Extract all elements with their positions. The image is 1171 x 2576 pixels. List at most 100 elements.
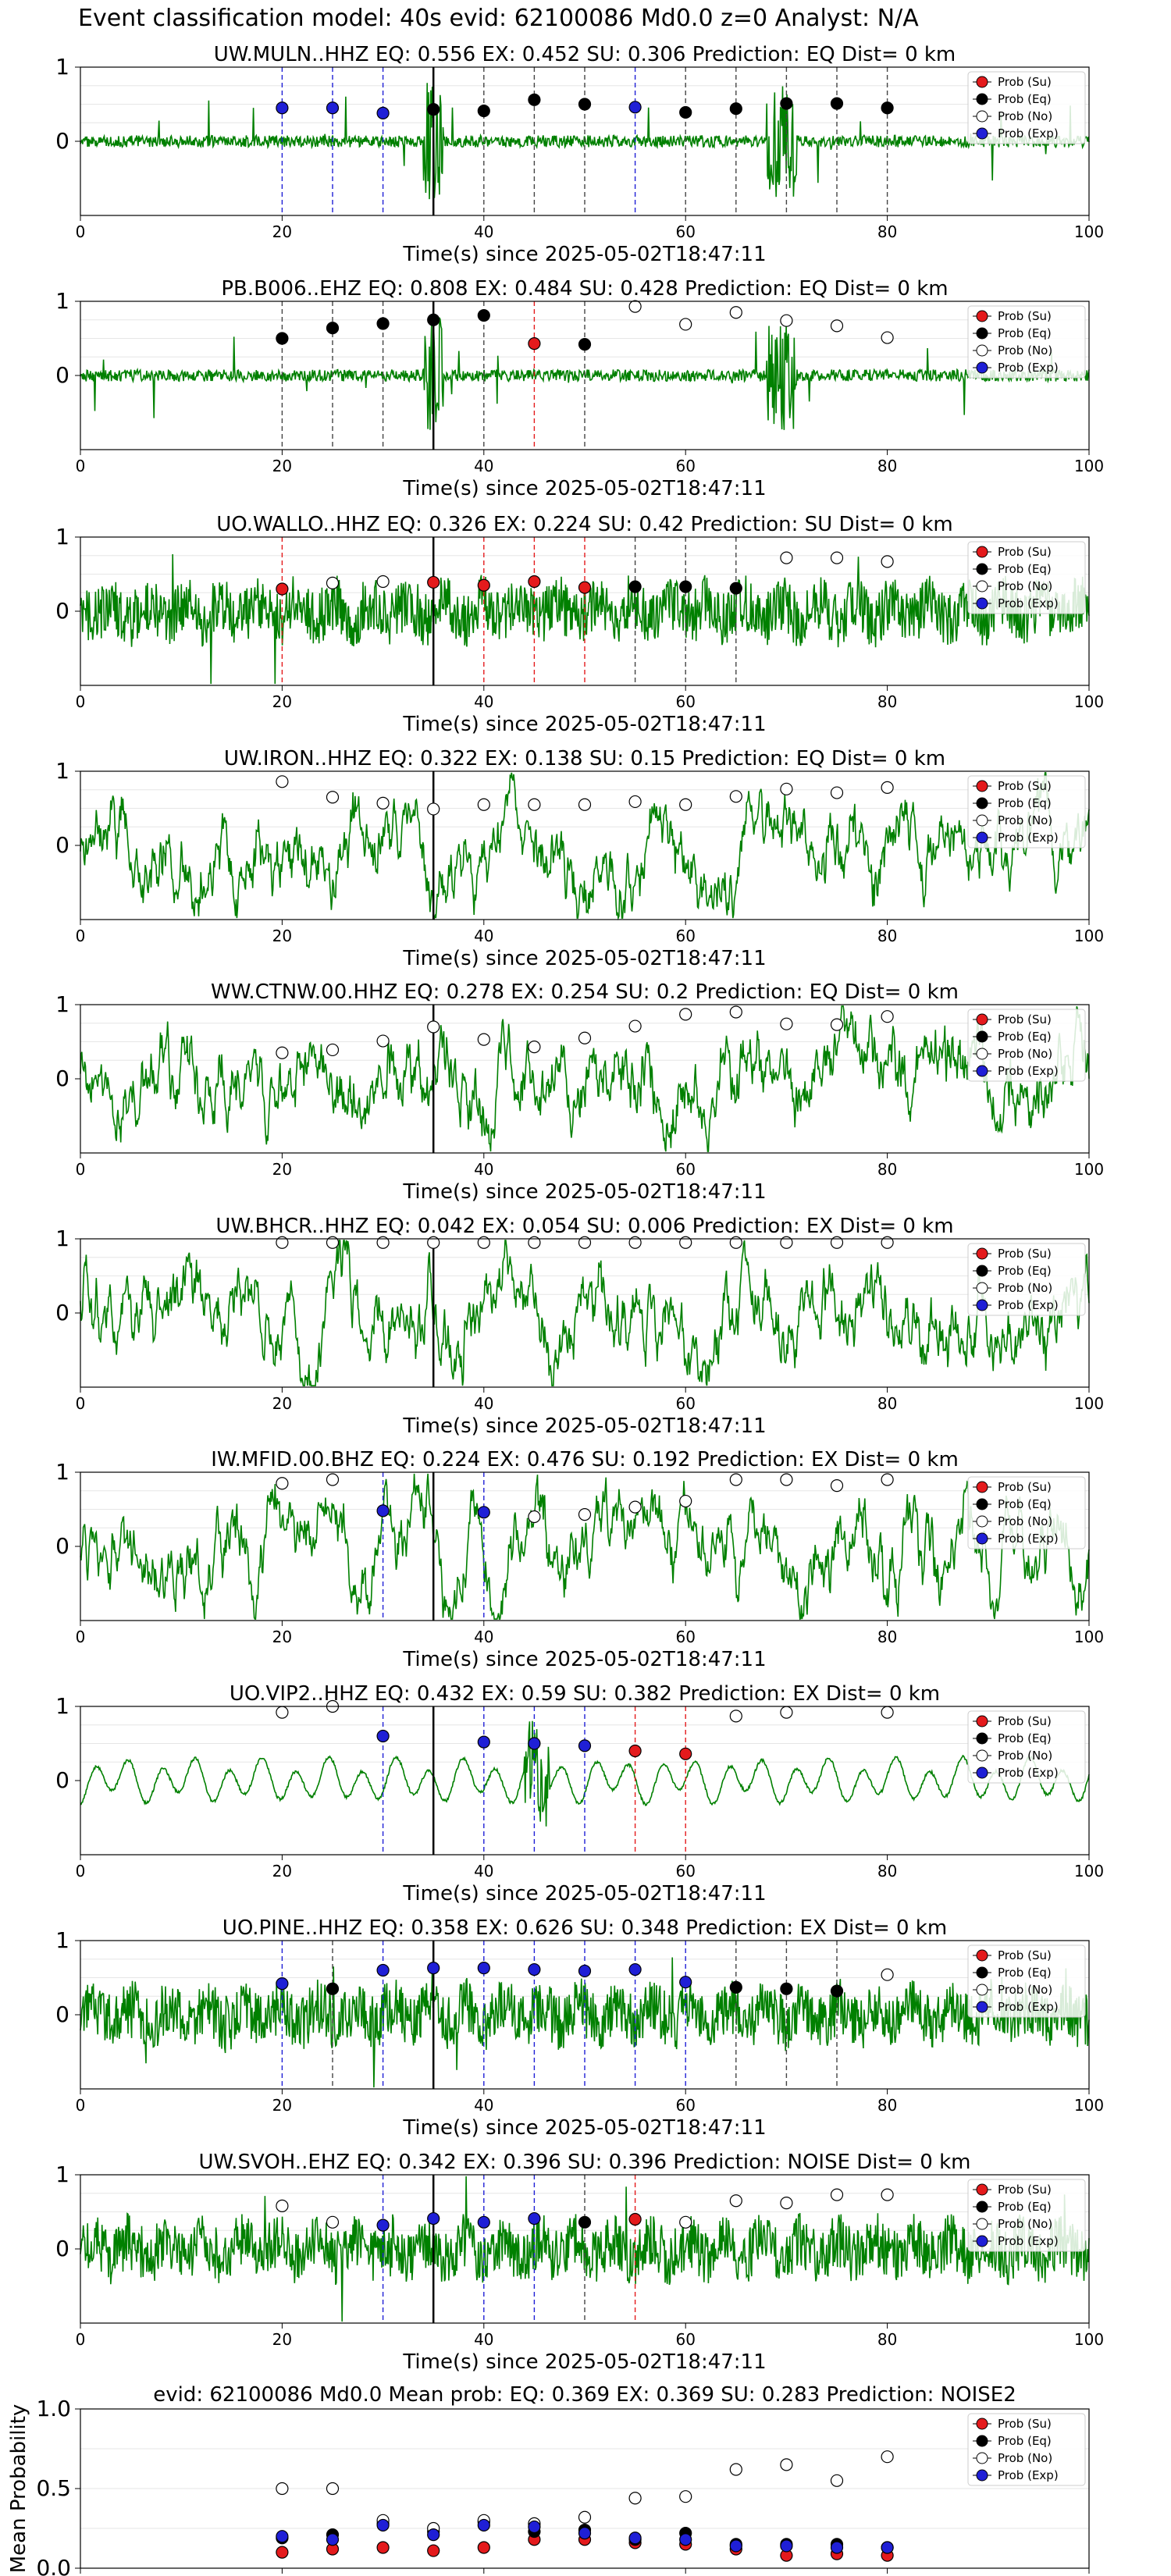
x-tick-label: 100 xyxy=(1074,1394,1104,1413)
prob-marker-no xyxy=(830,1478,844,1493)
prob-marker-eq xyxy=(578,98,592,111)
legend-label-no: Prob (No) xyxy=(998,1983,1052,1997)
y-tick-label: 0 xyxy=(55,1767,69,1793)
x-tick-label: 0 xyxy=(76,1628,86,1646)
x-tick-label: 100 xyxy=(1074,1160,1104,1179)
legend-label-su: Prob (Su) xyxy=(998,2183,1052,2197)
prob-marker-no xyxy=(780,2197,793,2210)
x-tick-label: 100 xyxy=(1074,927,1104,945)
legend-marker-eq xyxy=(976,1966,988,1979)
prob-marker-no xyxy=(881,1968,894,1981)
prob-marker-no xyxy=(881,331,894,344)
prob-marker-exp xyxy=(376,1729,390,1743)
y-tick-label: 0.0 xyxy=(36,2555,71,2576)
x-tick-label: 80 xyxy=(877,457,897,475)
panel-7: IW.MFID.00.BHZ EQ: 0.224 EX: 0.476 SU: 0… xyxy=(55,1448,1104,1671)
y-tick-label: 0 xyxy=(55,2236,69,2261)
legend-label-eq: Prob (Eq) xyxy=(998,1731,1052,1745)
prob-marker-exp xyxy=(376,1504,390,1517)
legend-box xyxy=(967,305,1086,379)
prob-marker-no xyxy=(326,1043,340,1057)
legend-marker-eq xyxy=(976,2435,988,2447)
prob-marker-exp xyxy=(427,1962,440,1975)
prob-marker-no xyxy=(628,1500,642,1514)
panel-8: UO.VIP2..HHZ EQ: 0.432 EX: 0.59 SU: 0.38… xyxy=(55,1682,1104,1905)
panel-title: UW.IRON..HHZ EQ: 0.322 EX: 0.138 SU: 0.1… xyxy=(224,747,945,770)
prob-marker-su xyxy=(477,578,490,592)
x-tick-label: 20 xyxy=(272,1160,292,1179)
prob-marker-no xyxy=(326,791,340,804)
prob-marker-exp xyxy=(477,1735,490,1749)
legend-marker-exp xyxy=(976,2235,988,2247)
legend-marker-no xyxy=(976,814,988,827)
prob-marker-su xyxy=(628,2212,642,2226)
prob-marker-no xyxy=(528,1041,541,1054)
legend-label-exp: Prob (Exp) xyxy=(998,1532,1059,1546)
legend-label-su: Prob (Su) xyxy=(998,1480,1052,1494)
prob-marker-eq xyxy=(881,101,894,115)
legend-marker-su xyxy=(976,2183,988,2196)
legend-marker-su xyxy=(976,76,988,88)
legend-label-eq: Prob (Eq) xyxy=(998,1030,1052,1044)
prob-marker-su xyxy=(276,582,289,596)
prob-marker-exp xyxy=(578,1964,592,1978)
prob-marker-su xyxy=(427,575,440,589)
x-tick-label: 20 xyxy=(272,457,292,475)
x-tick-label: 80 xyxy=(877,1628,897,1646)
legend-label-su: Prob (Su) xyxy=(998,2417,1052,2431)
legend-label-eq: Prob (Eq) xyxy=(998,1497,1052,1511)
legend-marker-exp xyxy=(976,127,988,140)
legend-label-eq: Prob (Eq) xyxy=(998,1264,1052,1278)
legend-marker-exp xyxy=(976,361,988,374)
prob-marker-no xyxy=(528,1236,541,1249)
prob-marker-no xyxy=(780,782,793,795)
legend-label-no: Prob (No) xyxy=(998,1514,1052,1528)
prob-marker-no xyxy=(679,1236,692,1249)
legend-marker-no xyxy=(976,1984,988,1996)
x-tick-label: 100 xyxy=(1074,222,1104,241)
mean-prob-marker-no xyxy=(881,2450,894,2464)
legend-marker-exp xyxy=(976,1299,988,1311)
panel-1: UW.MULN..HHZ EQ: 0.556 EX: 0.452 SU: 0.3… xyxy=(55,43,1104,266)
x-tick-label: 80 xyxy=(877,2096,897,2115)
legend-label-exp: Prob (Exp) xyxy=(998,1064,1059,1078)
legend-label-exp: Prob (Exp) xyxy=(998,596,1059,610)
prob-marker-su xyxy=(578,581,592,594)
y-tick-label: 0.5 xyxy=(36,2475,71,2501)
waveform-line xyxy=(80,1473,1090,1621)
prob-marker-exp xyxy=(628,1962,642,1976)
prob-marker-no xyxy=(780,1473,793,1486)
prob-marker-no xyxy=(830,319,844,333)
legend-label-su: Prob (Su) xyxy=(998,1714,1052,1728)
x-tick-label: 20 xyxy=(272,1862,292,1880)
legend-label-exp: Prob (Exp) xyxy=(998,126,1059,141)
legend-marker-su xyxy=(976,310,988,322)
prob-marker-no xyxy=(881,1010,894,1023)
legend-marker-su xyxy=(976,1481,988,1493)
mean-prob-marker-exp xyxy=(477,2518,490,2532)
panel-title: UW.MULN..HHZ EQ: 0.556 EX: 0.452 SU: 0.3… xyxy=(214,43,956,66)
legend-marker-no xyxy=(976,1749,988,1762)
panel-6: UW.BHCR..HHZ EQ: 0.042 EX: 0.054 SU: 0.0… xyxy=(55,1215,1104,1438)
y-axis-label: Mean Probability xyxy=(7,2404,30,2574)
prob-marker-no xyxy=(326,2215,340,2229)
panel-5: WW.CTNW.00.HHZ EQ: 0.278 EX: 0.254 SU: 0… xyxy=(55,980,1104,1204)
legend-label-no: Prob (No) xyxy=(998,109,1052,123)
panel-title: UW.BHCR..HHZ EQ: 0.042 EX: 0.054 SU: 0.0… xyxy=(215,1215,953,1238)
y-tick-label: 1 xyxy=(55,288,69,314)
mean-prob-marker-su xyxy=(427,2544,440,2557)
legend-marker-no xyxy=(976,110,988,123)
legend-label-no: Prob (No) xyxy=(998,1047,1052,1061)
prob-marker-no xyxy=(679,798,692,811)
legend-label-exp: Prob (Exp) xyxy=(998,2000,1059,2014)
y-tick-label: 1 xyxy=(55,1927,69,1953)
legend-label-exp: Prob (Exp) xyxy=(998,1766,1059,1780)
legend-label-exp: Prob (Exp) xyxy=(998,831,1059,845)
legend-label-su: Prob (Su) xyxy=(998,1948,1052,1962)
prob-marker-no xyxy=(729,790,742,803)
prob-marker-exp xyxy=(477,2215,490,2229)
prob-marker-no xyxy=(276,1706,289,1719)
prob-marker-no xyxy=(628,1236,642,1249)
y-tick-label: 1 xyxy=(55,1693,69,1719)
prob-marker-su xyxy=(528,337,541,350)
